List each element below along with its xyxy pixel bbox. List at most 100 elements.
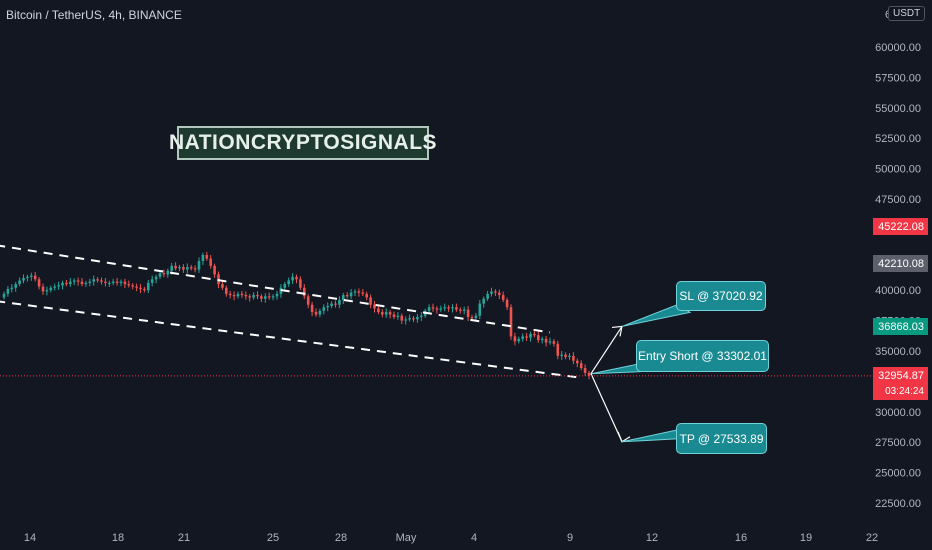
candle bbox=[443, 303, 446, 312]
candle bbox=[365, 291, 368, 301]
y-tick-label: 27500.00 bbox=[875, 437, 921, 449]
candle bbox=[6, 286, 10, 297]
candle bbox=[451, 304, 454, 313]
y-tick-label: 40000.00 bbox=[875, 285, 921, 297]
candle bbox=[396, 312, 400, 320]
candle bbox=[342, 292, 345, 304]
candle bbox=[57, 281, 60, 290]
candle bbox=[236, 291, 240, 299]
tp-arrow bbox=[590, 373, 631, 443]
candle bbox=[427, 304, 431, 314]
currency-badge[interactable]: USDT bbox=[888, 6, 926, 21]
y-tick-label: 60000.00 bbox=[875, 42, 921, 54]
candle bbox=[209, 254, 212, 269]
candlestick-series bbox=[2, 252, 591, 380]
sl-arrow bbox=[590, 325, 623, 374]
y-tick-label: 47500.00 bbox=[875, 194, 921, 206]
price-tag-green: 36868.03 bbox=[873, 318, 928, 335]
candle bbox=[498, 289, 501, 300]
candle bbox=[404, 316, 407, 325]
tp-callout-tail bbox=[621, 429, 679, 443]
candle bbox=[49, 285, 53, 293]
candle bbox=[143, 286, 146, 293]
candle bbox=[400, 313, 404, 325]
candle bbox=[326, 302, 329, 312]
candle bbox=[349, 288, 353, 300]
candle bbox=[154, 274, 158, 284]
stop-loss-callout[interactable]: SL @ 37020.92 bbox=[676, 281, 766, 311]
y-tick-label: 22500.00 bbox=[875, 498, 921, 510]
candle bbox=[587, 370, 591, 380]
candle bbox=[537, 331, 540, 343]
x-tick-label: 16 bbox=[735, 532, 747, 544]
x-tick-label: 14 bbox=[24, 532, 36, 544]
candle bbox=[560, 351, 563, 360]
candle bbox=[213, 263, 216, 278]
channel-upper-line[interactable] bbox=[0, 244, 551, 334]
candle bbox=[338, 296, 341, 309]
candle bbox=[275, 290, 279, 300]
candle bbox=[162, 269, 166, 278]
candle bbox=[100, 277, 103, 285]
candle bbox=[69, 278, 72, 287]
candle bbox=[459, 307, 462, 314]
candle bbox=[384, 308, 388, 318]
y-tick-label: 50000.00 bbox=[875, 164, 921, 176]
price-tag-current: 32954.87 bbox=[873, 367, 928, 384]
candle bbox=[576, 358, 579, 368]
trade-arrows bbox=[590, 303, 692, 443]
y-tick-label: 52500.00 bbox=[875, 133, 921, 145]
candle bbox=[494, 289, 497, 297]
candle bbox=[345, 292, 349, 299]
candle bbox=[228, 290, 232, 299]
candle bbox=[22, 274, 25, 284]
candle bbox=[361, 288, 365, 297]
candle bbox=[310, 301, 314, 317]
symbol-title[interactable]: Bitcoin / TetherUS, 4h, BINANCE bbox=[6, 8, 182, 22]
x-tick-label: 4 bbox=[471, 532, 477, 544]
candle bbox=[166, 268, 170, 278]
candle bbox=[416, 314, 419, 323]
candle bbox=[299, 276, 302, 290]
candle bbox=[33, 271, 37, 282]
candle bbox=[72, 278, 76, 286]
candle bbox=[18, 277, 21, 287]
time-axis[interactable]: 14 18 21 25 28 May 4 9 12 16 19 22 bbox=[24, 532, 878, 544]
candle bbox=[193, 265, 197, 273]
candle bbox=[381, 309, 384, 318]
candle bbox=[88, 278, 92, 287]
candle bbox=[412, 315, 415, 323]
candle bbox=[186, 263, 189, 274]
candle bbox=[84, 280, 88, 287]
candle bbox=[256, 291, 259, 300]
candle bbox=[225, 285, 228, 297]
candle bbox=[478, 299, 482, 320]
candle bbox=[291, 273, 294, 284]
candle bbox=[119, 279, 123, 287]
candle bbox=[334, 300, 337, 308]
candle bbox=[564, 352, 567, 360]
descending-channel bbox=[0, 244, 582, 379]
candle bbox=[548, 337, 552, 345]
x-tick-label: 25 bbox=[267, 532, 279, 544]
candle bbox=[556, 340, 560, 360]
candle bbox=[135, 283, 138, 292]
candle bbox=[205, 252, 209, 261]
candle bbox=[240, 290, 244, 298]
take-profit-callout[interactable]: TP @ 27533.89 bbox=[676, 423, 767, 454]
candle bbox=[2, 291, 6, 300]
candle bbox=[388, 309, 392, 319]
x-tick-label: 19 bbox=[800, 532, 812, 544]
candle bbox=[353, 289, 357, 297]
candle bbox=[314, 308, 318, 317]
channel-lower-line[interactable] bbox=[0, 300, 582, 379]
candle bbox=[568, 352, 571, 360]
candle bbox=[61, 280, 64, 290]
candle bbox=[283, 281, 287, 290]
price-tag-upper: 45222.08 bbox=[873, 218, 928, 235]
entry-short-callout[interactable]: Entry Short @ 33302.01 bbox=[636, 340, 769, 372]
candle bbox=[373, 301, 376, 313]
candle bbox=[501, 291, 505, 303]
candle bbox=[287, 277, 290, 287]
